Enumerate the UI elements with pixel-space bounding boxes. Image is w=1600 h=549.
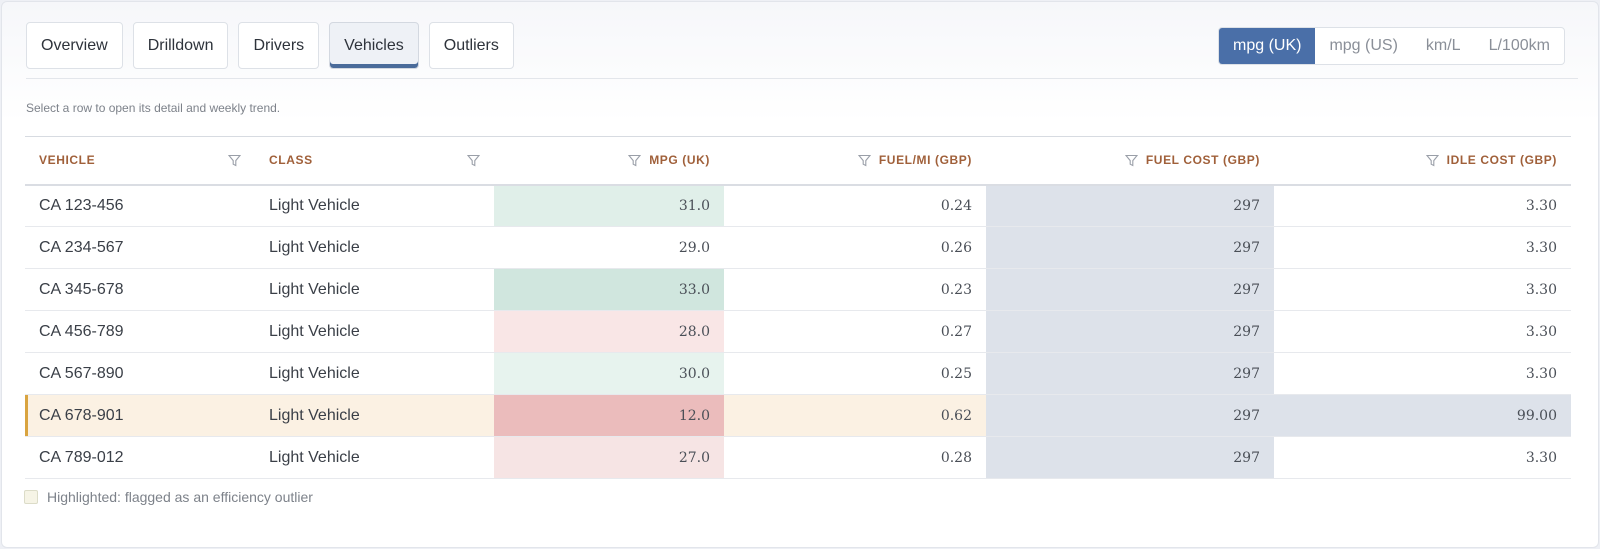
cell-idle-cost: 3.30	[1274, 436, 1571, 479]
cell-fuel-per-mile: 0.23	[724, 268, 986, 311]
filter-icon[interactable]	[1124, 154, 1138, 167]
cell-mpg: 30.0	[494, 352, 724, 395]
column-label-vehicle: Vehicle	[39, 153, 96, 168]
cell-fuel-per-mile: 0.26	[724, 226, 986, 269]
tab-overview[interactable]: Overview	[26, 22, 123, 69]
tab-vehicles[interactable]: Vehicles	[329, 22, 419, 69]
column-label-class: Class	[269, 153, 313, 168]
cell-idle-cost: 99.00	[1274, 394, 1571, 437]
column-label-fuel-cost: Fuel cost (GBP)	[1145, 153, 1260, 168]
cell-class: Light Vehicle	[255, 226, 494, 269]
cell-class: Light Vehicle	[255, 436, 494, 479]
cell-vehicle: CA 123-456	[25, 184, 255, 227]
view-tabs: Overview Drilldown Drivers Vehicles Outl…	[26, 22, 514, 69]
cell-vehicle: CA 456-789	[25, 310, 255, 353]
cell-fuel-cost: 297	[986, 394, 1274, 437]
cell-vehicle: CA 678-901	[25, 394, 255, 437]
table-row[interactable]: CA 234-567 Light Vehicle 29.0 0.26 297 3…	[25, 226, 1571, 269]
cell-class: Light Vehicle	[255, 394, 494, 437]
cell-class: Light Vehicle	[255, 184, 494, 227]
cell-fuel-cost: 297	[986, 226, 1274, 269]
unit-mpg-us-button[interactable]: mpg (US)	[1329, 37, 1398, 54]
cell-fuel-cost: 297	[986, 310, 1274, 353]
tab-drilldown[interactable]: Drilldown	[132, 22, 229, 69]
cell-mpg: 31.0	[494, 184, 724, 227]
cell-idle-cost: 3.30	[1274, 310, 1571, 353]
filter-icon[interactable]	[1425, 154, 1439, 167]
filter-icon[interactable]	[228, 154, 241, 167]
table-row[interactable]: CA 678-901 Light Vehicle 12.0 0.62 297 9…	[25, 394, 1571, 437]
cell-vehicle: CA 789-012	[25, 436, 255, 479]
cell-class: Light Vehicle	[255, 310, 494, 353]
cell-fuel-cost: 297	[986, 436, 1274, 479]
cell-fuel-per-mile: 0.28	[724, 436, 986, 479]
cell-class: Light Vehicle	[255, 352, 494, 395]
cell-class: Light Vehicle	[255, 268, 494, 311]
selection-hint: Select a row to open its detail and week…	[26, 101, 281, 115]
cell-fuel-cost: 297	[986, 184, 1274, 227]
cell-fuel-per-mile: 0.62	[724, 394, 986, 437]
cell-idle-cost: 3.30	[1274, 268, 1571, 311]
cell-fuel-per-mile: 0.24	[724, 184, 986, 227]
cell-fuel-per-mile: 0.27	[724, 310, 986, 353]
filter-icon[interactable]	[467, 154, 480, 167]
column-label-mpg: mpg (UK)	[649, 153, 710, 168]
cell-fuel-per-mile: 0.25	[724, 352, 986, 395]
column-header-vehicle[interactable]: Vehicle	[25, 136, 255, 186]
filter-icon[interactable]	[857, 154, 871, 167]
table-row[interactable]: CA 567-890 Light Vehicle 30.0 0.25 297 3…	[25, 352, 1571, 395]
cell-idle-cost: 3.30	[1274, 352, 1571, 395]
legend-swatch	[24, 490, 38, 504]
table-row[interactable]: CA 345-678 Light Vehicle 33.0 0.23 297 3…	[25, 268, 1571, 311]
cell-vehicle: CA 234-567	[25, 226, 255, 269]
filter-icon[interactable]	[628, 154, 642, 167]
table-row[interactable]: CA 123-456 Light Vehicle 31.0 0.24 297 3…	[25, 184, 1571, 227]
cell-idle-cost: 3.30	[1274, 184, 1571, 227]
unit-km-per-l-button[interactable]: km/L	[1425, 37, 1461, 54]
unit-l-per-100km-button[interactable]: L/100km	[1488, 37, 1550, 54]
vehicles-table: Vehicle Class mpg (UK) Fuel/mi	[25, 136, 1571, 479]
cell-vehicle: CA 567-890	[25, 352, 255, 395]
tab-outliers[interactable]: Outliers	[428, 22, 514, 69]
column-header-fuel-cost[interactable]: Fuel cost (GBP)	[986, 136, 1274, 186]
column-header-mpg[interactable]: mpg (UK)	[494, 136, 724, 186]
unit-mpg-uk-button[interactable]: mpg (UK)	[1219, 28, 1316, 64]
column-header-fuel-per-mile[interactable]: Fuel/mi (GBP)	[724, 136, 986, 186]
table-row[interactable]: CA 456-789 Light Vehicle 28.0 0.27 297 3…	[25, 310, 1571, 353]
column-label-fuel-per-mile: Fuel/mi (GBP)	[878, 153, 972, 168]
tab-drivers[interactable]: Drivers	[238, 22, 320, 69]
table-header-row: Vehicle Class mpg (UK) Fuel/mi	[25, 136, 1571, 186]
cell-mpg: 33.0	[494, 268, 724, 311]
cell-idle-cost: 3.30	[1274, 226, 1571, 269]
cell-vehicle: CA 345-678	[25, 268, 255, 311]
cell-mpg: 29.0	[494, 226, 724, 269]
unit-toggle: mpg (UK) mpg (US) km/L L/100km	[1218, 27, 1565, 65]
header-divider	[26, 78, 1578, 79]
table-row[interactable]: CA 789-012 Light Vehicle 27.0 0.28 297 3…	[25, 436, 1571, 479]
cell-fuel-cost: 297	[986, 352, 1274, 395]
cell-mpg: 27.0	[494, 436, 724, 479]
column-header-idle-cost[interactable]: Idle cost (GBP)	[1274, 136, 1571, 186]
legend-label: Highlighted: flagged as an efficiency ou…	[47, 489, 313, 505]
cell-mpg: 12.0	[494, 394, 724, 437]
column-label-idle-cost: Idle cost (GBP)	[1446, 153, 1557, 168]
column-header-class[interactable]: Class	[255, 136, 494, 186]
cell-mpg: 28.0	[494, 310, 724, 353]
cell-fuel-cost: 297	[986, 268, 1274, 311]
outlier-legend: Highlighted: flagged as an efficiency ou…	[24, 489, 313, 505]
